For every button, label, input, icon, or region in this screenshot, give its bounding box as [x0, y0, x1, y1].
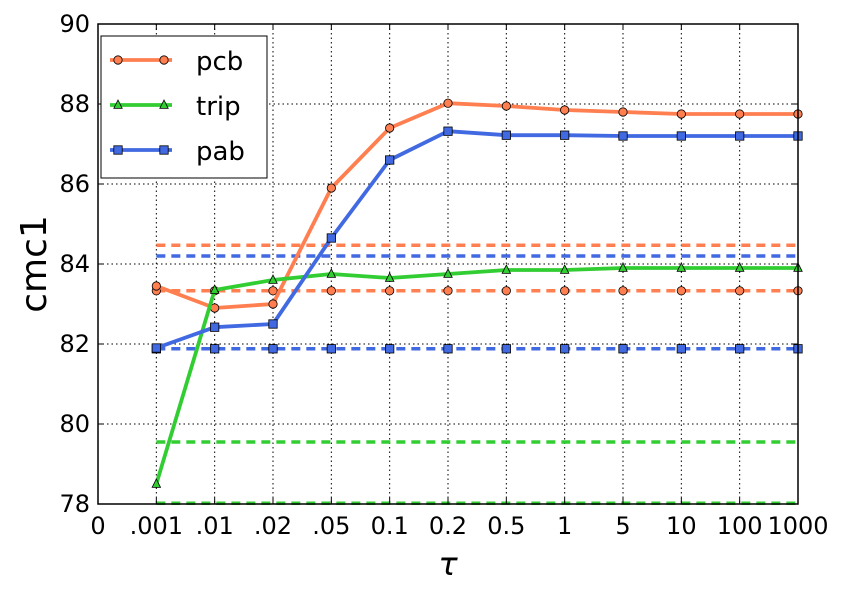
series-line-pab	[155, 129, 798, 350]
series-point-pab	[501, 130, 511, 140]
series-point-pab	[210, 322, 220, 332]
reference-marker-pcb	[618, 286, 628, 296]
series-point-pab	[385, 155, 395, 165]
y-tick-label: 86	[59, 170, 90, 198]
series-point-trip	[734, 262, 745, 272]
legend-marker-trip	[113, 99, 123, 109]
reference-marker-pab	[560, 344, 570, 354]
legend-marker-trip	[159, 99, 169, 109]
reference-marker-pab	[385, 344, 395, 354]
legend-label-trip: trip	[196, 92, 241, 122]
y-axis-label: cmc1	[14, 215, 55, 313]
series-point-pcb	[618, 107, 628, 117]
series-point-pcb	[151, 281, 161, 291]
reference-lines	[151, 243, 803, 505]
x-tick-label: 5	[615, 512, 630, 540]
series-point-pab	[326, 233, 336, 243]
series-point-pcb	[735, 109, 745, 119]
series-point-trip	[326, 268, 337, 278]
legend-marker-pab	[113, 145, 123, 155]
y-tick-label: 90	[59, 10, 90, 38]
series-point-pab	[560, 130, 570, 140]
x-tick-label: .001	[130, 512, 183, 540]
x-ticks: 0 .001 .01 .02 .05 0.1 0.2 0.5 1 5 10 100 1000	[90, 24, 829, 540]
x-tick-label: 0.2	[429, 512, 467, 540]
series-line-trip	[154, 266, 798, 485]
x-tick-label: .05	[312, 512, 350, 540]
series-point-trip	[501, 264, 512, 274]
reference-marker-pcb	[268, 286, 278, 296]
series-point-pab	[151, 343, 161, 353]
reference-marker-pcb	[385, 286, 395, 296]
series-point-trip	[676, 262, 687, 272]
reference-marker-pab	[326, 344, 336, 354]
series-point-pcb	[268, 299, 278, 309]
y-tick-label: 84	[59, 250, 90, 278]
reference-marker-pcb	[735, 286, 745, 296]
series-point-trip	[209, 284, 220, 294]
y-ticks: 78 80 82 84 86 88 90	[59, 10, 798, 518]
y-tick-label: 88	[59, 90, 90, 118]
reference-marker-pcb	[560, 286, 570, 296]
legend: pcb trip pab	[100, 35, 268, 179]
series-point-pab	[676, 131, 686, 141]
reference-marker-pab	[268, 344, 278, 354]
series-point-pab	[618, 131, 628, 141]
series-line-pcb	[155, 101, 798, 310]
series-point-pcb	[676, 109, 686, 119]
legend-marker-pcb	[113, 55, 123, 65]
series-lines	[151, 98, 803, 488]
series-point-trip	[268, 274, 278, 284]
legend-label-pab: pab	[196, 137, 245, 167]
series-point-trip	[443, 268, 453, 278]
x-tick-label: 0.5	[487, 512, 525, 540]
reference-marker-pab	[618, 344, 628, 354]
series-point-trip	[559, 264, 570, 274]
series-point-pab	[268, 319, 278, 329]
y-tick-label: 78	[59, 490, 90, 518]
reference-marker-pcb	[326, 286, 336, 296]
reference-marker-pcb	[501, 286, 511, 296]
reference-marker-pab	[501, 344, 511, 354]
x-tick-label: .01	[196, 512, 234, 540]
series-point-trip	[384, 272, 395, 282]
series-point-pab	[443, 126, 453, 136]
series-point-pcb	[501, 101, 511, 111]
x-tick-label: 10	[666, 512, 697, 540]
series-point-trip	[151, 478, 162, 488]
legend-marker-pcb	[159, 55, 169, 65]
series-point-pcb	[443, 98, 453, 108]
x-tick-label: 100	[717, 512, 763, 540]
reference-marker-pab	[676, 344, 686, 354]
series-point-pcb	[385, 123, 395, 133]
legend-label-pcb: pcb	[196, 47, 243, 77]
reference-marker-pab	[210, 344, 220, 354]
reference-marker-pcb	[443, 286, 453, 296]
reference-marker-pab	[735, 344, 745, 354]
reference-marker-pab	[443, 344, 453, 354]
x-axis-label: τ	[438, 545, 458, 583]
x-tick-label: 1000	[767, 512, 828, 540]
series-point-pcb	[560, 105, 570, 115]
x-tick-label: .02	[254, 512, 292, 540]
legend-marker-pab	[159, 145, 169, 155]
y-tick-label: 82	[59, 330, 90, 358]
x-tick-label: 0	[90, 512, 105, 540]
reference-marker-pcb	[676, 286, 686, 296]
x-tick-label: 0.1	[371, 512, 409, 540]
series-point-trip	[618, 262, 628, 272]
x-tick-label: 1	[557, 512, 572, 540]
y-tick-label: 80	[59, 410, 90, 438]
series-point-pcb	[326, 183, 336, 193]
series-point-pab	[735, 131, 745, 141]
